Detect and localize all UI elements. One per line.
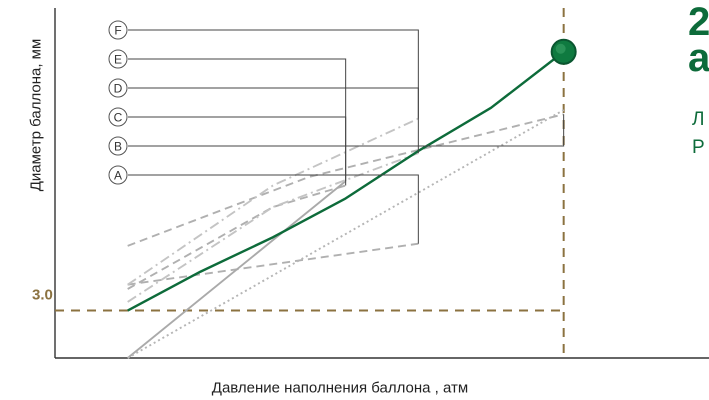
marker-circle-c	[108, 107, 128, 127]
marker-circle-d	[108, 78, 128, 98]
series-line-main	[127, 50, 565, 312]
series-line-a	[127, 242, 419, 286]
series-line-grey-6	[127, 109, 565, 359]
y-tick-label: 3.0	[32, 286, 53, 304]
leader-line-e	[128, 58, 347, 182]
marker-circle-e	[108, 49, 128, 69]
leader-line-b	[128, 114, 565, 147]
marker-label-f: F	[114, 24, 121, 38]
marker-circle-b	[108, 136, 128, 156]
series-line-b	[127, 113, 564, 247]
marker-label-c: C	[114, 111, 123, 125]
marker-label-b: B	[114, 140, 122, 154]
marker-circle-f	[108, 20, 128, 40]
marker-label-a: A	[114, 169, 122, 183]
x-axis-label: Давление наполнения баллона , атм	[211, 379, 469, 397]
marker-label-e: E	[114, 53, 122, 67]
side-text: Л Р	[692, 109, 705, 158]
leader-line-f	[128, 29, 419, 154]
marker-circle-a	[108, 165, 128, 185]
series-line-c	[127, 184, 346, 290]
side-heading: 2 а	[688, 0, 709, 80]
series-line-e	[127, 180, 347, 359]
y-axis-label: Диаметр баллона, мм	[27, 38, 45, 192]
leader-line-a	[128, 174, 419, 244]
marker-label-d: D	[114, 82, 123, 96]
leader-line-d	[128, 87, 419, 119]
endpoint-highlight	[555, 43, 566, 54]
series-line-d	[127, 117, 419, 286]
